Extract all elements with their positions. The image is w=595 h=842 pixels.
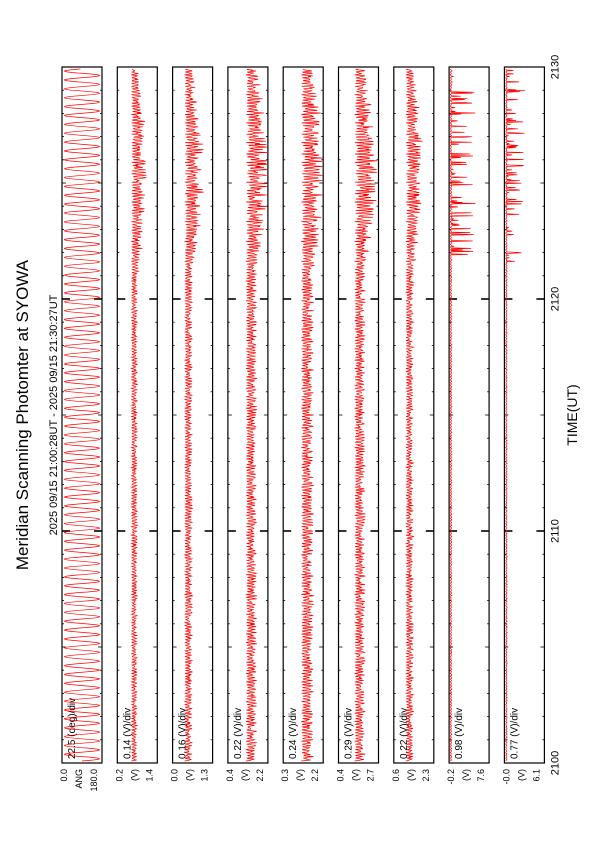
panel-trace	[129, 68, 147, 762]
panel-name-label: (V)	[240, 769, 250, 781]
panel-5: 0.3 (V) 2.2 0.24 (V)/div	[280, 66, 324, 782]
panel-2: 0.2 (V) 1.4 0.14 (V)/div	[114, 66, 158, 782]
x-tick-label: 2120	[549, 287, 561, 311]
panel-frame	[448, 66, 490, 764]
panel-low-label: 0.4	[336, 769, 346, 782]
panel-9: -0.0 (V) 6.1 0.77 (V)/div	[501, 66, 545, 785]
panel-low-label: -0.2	[446, 769, 456, 785]
panel-frame	[503, 66, 545, 764]
panel-high-label: 7.6	[476, 769, 486, 782]
panel-frame	[227, 66, 269, 764]
panel-name-label: ANG	[74, 769, 84, 789]
panel-unit-label: 22.5 (deg)/div	[67, 698, 78, 759]
panel-trace	[300, 68, 323, 762]
panel-unit-label: 0.98 (V)/div	[454, 708, 465, 759]
panel-name-label: (V)	[461, 769, 471, 781]
panel-trace	[504, 68, 526, 762]
x-tick-label: 2100	[549, 751, 561, 775]
panel-unit-label: 0.29 (V)/div	[344, 708, 355, 759]
chart-title: Meridian Scanning Photomter at SYOWA	[13, 259, 32, 570]
panel-unit-label: 0.16 (V)/div	[178, 708, 189, 759]
panel-1: 0.0 ANG 180.0 22.5 (deg)/div	[59, 66, 103, 792]
panel-high-label: 2.7	[366, 769, 376, 782]
panel-6: 0.4 (V) 2.7 0.29 (V)/div	[336, 66, 380, 782]
panel-high-label: 2.2	[255, 769, 265, 782]
panel-high-label: 1.4	[144, 769, 154, 782]
x-tick-label: 2130	[549, 55, 561, 79]
panel-name-label: (V)	[406, 769, 416, 781]
panel-low-label: 0.3	[280, 769, 290, 782]
panel-name-label: (V)	[295, 769, 305, 781]
panel-high-label: 2.3	[421, 769, 431, 782]
panel-name-label: (V)	[185, 769, 195, 781]
panel-low-label: 0.4	[225, 769, 235, 782]
panel-trace	[183, 68, 204, 762]
x-tick-label: 2110	[549, 519, 561, 543]
panel-unit-label: 0.22 (V)/div	[399, 708, 410, 759]
x-axis: 2100 2110 2120 2130	[549, 55, 561, 775]
panel-4: 0.4 (V) 2.2 0.22 (V)/div	[225, 66, 269, 782]
panel-trace	[353, 68, 378, 762]
x-axis-label: TIME(UT)	[564, 384, 580, 445]
panel-high-label: 1.3	[200, 769, 210, 782]
panel-low-label: -0.0	[501, 769, 511, 785]
panel-name-label: (V)	[516, 769, 526, 781]
panel-name-label: (V)	[129, 769, 139, 781]
panel-group: 0.0 ANG 180.0 22.5 (deg)/div 0.2 (V) 1.4 0.14 (…	[59, 66, 545, 792]
panel-low-label: 0.2	[114, 769, 124, 782]
panel-high-label: 6.1	[531, 769, 541, 782]
panel-low-label: 0.0	[170, 769, 180, 782]
panel-name-label: (V)	[351, 769, 361, 781]
panel-frame	[282, 66, 324, 764]
panel-low-label: 0.6	[391, 769, 401, 782]
panel-unit-label: 0.24 (V)/div	[288, 708, 299, 759]
panel-trace	[449, 68, 476, 762]
panel-3: 0.0 (V) 1.3 0.16 (V)/div	[170, 66, 214, 782]
panel-trace	[63, 68, 101, 762]
panel-unit-label: 0.14 (V)/div	[122, 708, 133, 759]
panel-trace	[404, 68, 423, 762]
panel-unit-label: 0.22 (V)/div	[233, 708, 244, 759]
panel-unit-label: 0.77 (V)/div	[509, 708, 520, 759]
panel-7: 0.6 (V) 2.3 0.22 (V)/div	[391, 66, 435, 782]
chart-time-range: 2025 09/15 21:00:28UT - 2025 09/15 21:30…	[48, 294, 60, 535]
panel-trace	[245, 68, 268, 762]
panel-low-label: 0.0	[59, 769, 69, 782]
panel-8: -0.2 (V) 7.6 0.98 (V)/div	[446, 66, 490, 785]
panel-high-label: 2.2	[310, 769, 320, 782]
panel-high-label: 180.0	[89, 769, 99, 792]
